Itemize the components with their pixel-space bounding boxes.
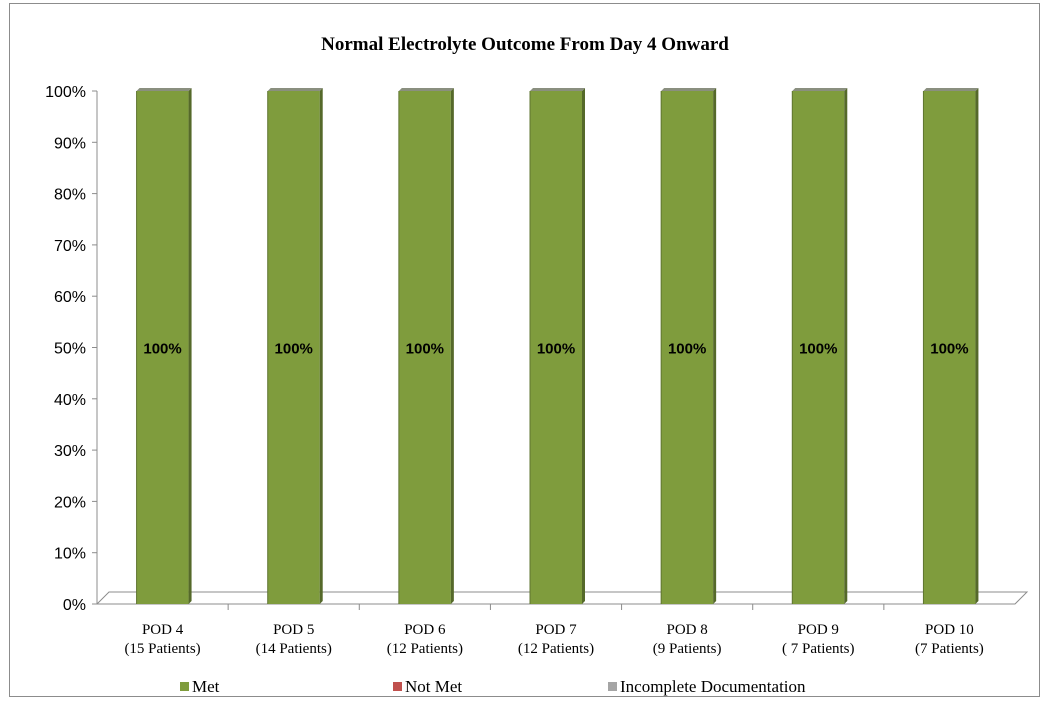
y-tick-label: 0% <box>63 597 86 614</box>
bar-top <box>661 88 717 91</box>
data-label: 100% <box>799 341 837 358</box>
bar-top <box>136 88 192 91</box>
bar-met <box>136 88 192 604</box>
bars <box>136 88 979 604</box>
data-labels: 100% 100% 100% 100% 100% 100% 100% <box>143 341 968 358</box>
y-tick-label: 80% <box>54 187 86 204</box>
x-tick-label: POD 6 (12 Patients) <box>387 622 463 657</box>
bar-top <box>530 88 585 91</box>
y-tick-label: 100% <box>45 84 86 101</box>
y-tick-label: 90% <box>54 135 86 152</box>
y-tick-label: 40% <box>54 392 86 409</box>
chart-title: Normal Electrolyte Outcome From Day 4 On… <box>321 34 729 55</box>
bar-face <box>398 91 451 604</box>
y-tick-label: 50% <box>54 341 86 358</box>
y-tick-label: 20% <box>54 494 86 511</box>
bar-met <box>398 88 454 604</box>
bar-face <box>792 91 845 604</box>
x-tick-label: POD 10 (7 Patients) <box>915 622 984 657</box>
x-tick-label: POD 9( 7 Patients) <box>782 622 855 657</box>
data-label: 100% <box>668 341 706 358</box>
bar-met <box>530 88 585 604</box>
legend-swatch <box>393 682 402 691</box>
legend-label: Incomplete Documentation <box>620 677 806 696</box>
bar-face <box>267 91 320 604</box>
data-label: 100% <box>930 341 968 358</box>
bar-side <box>582 88 585 604</box>
legend: Met Not Met Incomplete Documentation <box>180 677 806 696</box>
bar-met <box>267 88 323 604</box>
bar-side <box>975 88 979 604</box>
legend-swatch <box>180 682 189 691</box>
data-label: 100% <box>537 341 575 358</box>
bar-face <box>530 91 582 604</box>
x-tick-label: POD 4 (15 Patients) <box>124 622 200 657</box>
x-tick-label: POD 7 (12 Patients) <box>518 622 594 657</box>
bar-side <box>450 88 454 604</box>
bar-side <box>713 88 717 604</box>
bar-side <box>188 88 192 604</box>
y-axis-ticks: 0% 10% 20% 30% 40% 50% 60% 70% 80% 90% 100% <box>45 84 97 614</box>
data-label: 100% <box>275 341 313 358</box>
y-tick-label: 30% <box>54 443 86 460</box>
legend-label: Not Met <box>405 677 462 696</box>
bar-met <box>792 88 848 604</box>
chart-frame: Normal Electrolyte Outcome From Day 4 On… <box>9 3 1040 697</box>
bar-top <box>792 88 848 91</box>
y-tick-label: 60% <box>54 289 86 306</box>
legend-item-met: Met <box>180 677 220 696</box>
data-label: 100% <box>143 341 181 358</box>
bar-face <box>923 91 976 604</box>
y-tick-label: 10% <box>54 546 86 563</box>
chart-svg: Normal Electrolyte Outcome From Day 4 On… <box>45 34 1029 696</box>
legend-item-not-met: Not Met <box>393 677 462 696</box>
bar-face <box>661 91 714 604</box>
y-tick-label: 70% <box>54 238 86 255</box>
bar-met <box>923 88 979 604</box>
data-label: 100% <box>406 341 444 358</box>
x-tick-label: POD 8 (9 Patients) <box>653 622 722 657</box>
bar-side <box>844 88 848 604</box>
bar-top <box>398 88 454 91</box>
bar-top <box>267 88 323 91</box>
bar-side <box>319 88 323 604</box>
x-tick-label: POD 5 (14 Patients) <box>256 622 332 657</box>
legend-item-incomplete-documentation: Incomplete Documentation <box>608 677 806 696</box>
legend-label: Met <box>192 677 220 696</box>
bar-met <box>661 88 717 604</box>
bar-face <box>136 91 189 604</box>
x-axis-ticks: POD 4 (15 Patients) POD 5 (14 Patients) POD … <box>124 604 984 657</box>
legend-swatch <box>608 682 617 691</box>
bar-top <box>923 88 979 91</box>
